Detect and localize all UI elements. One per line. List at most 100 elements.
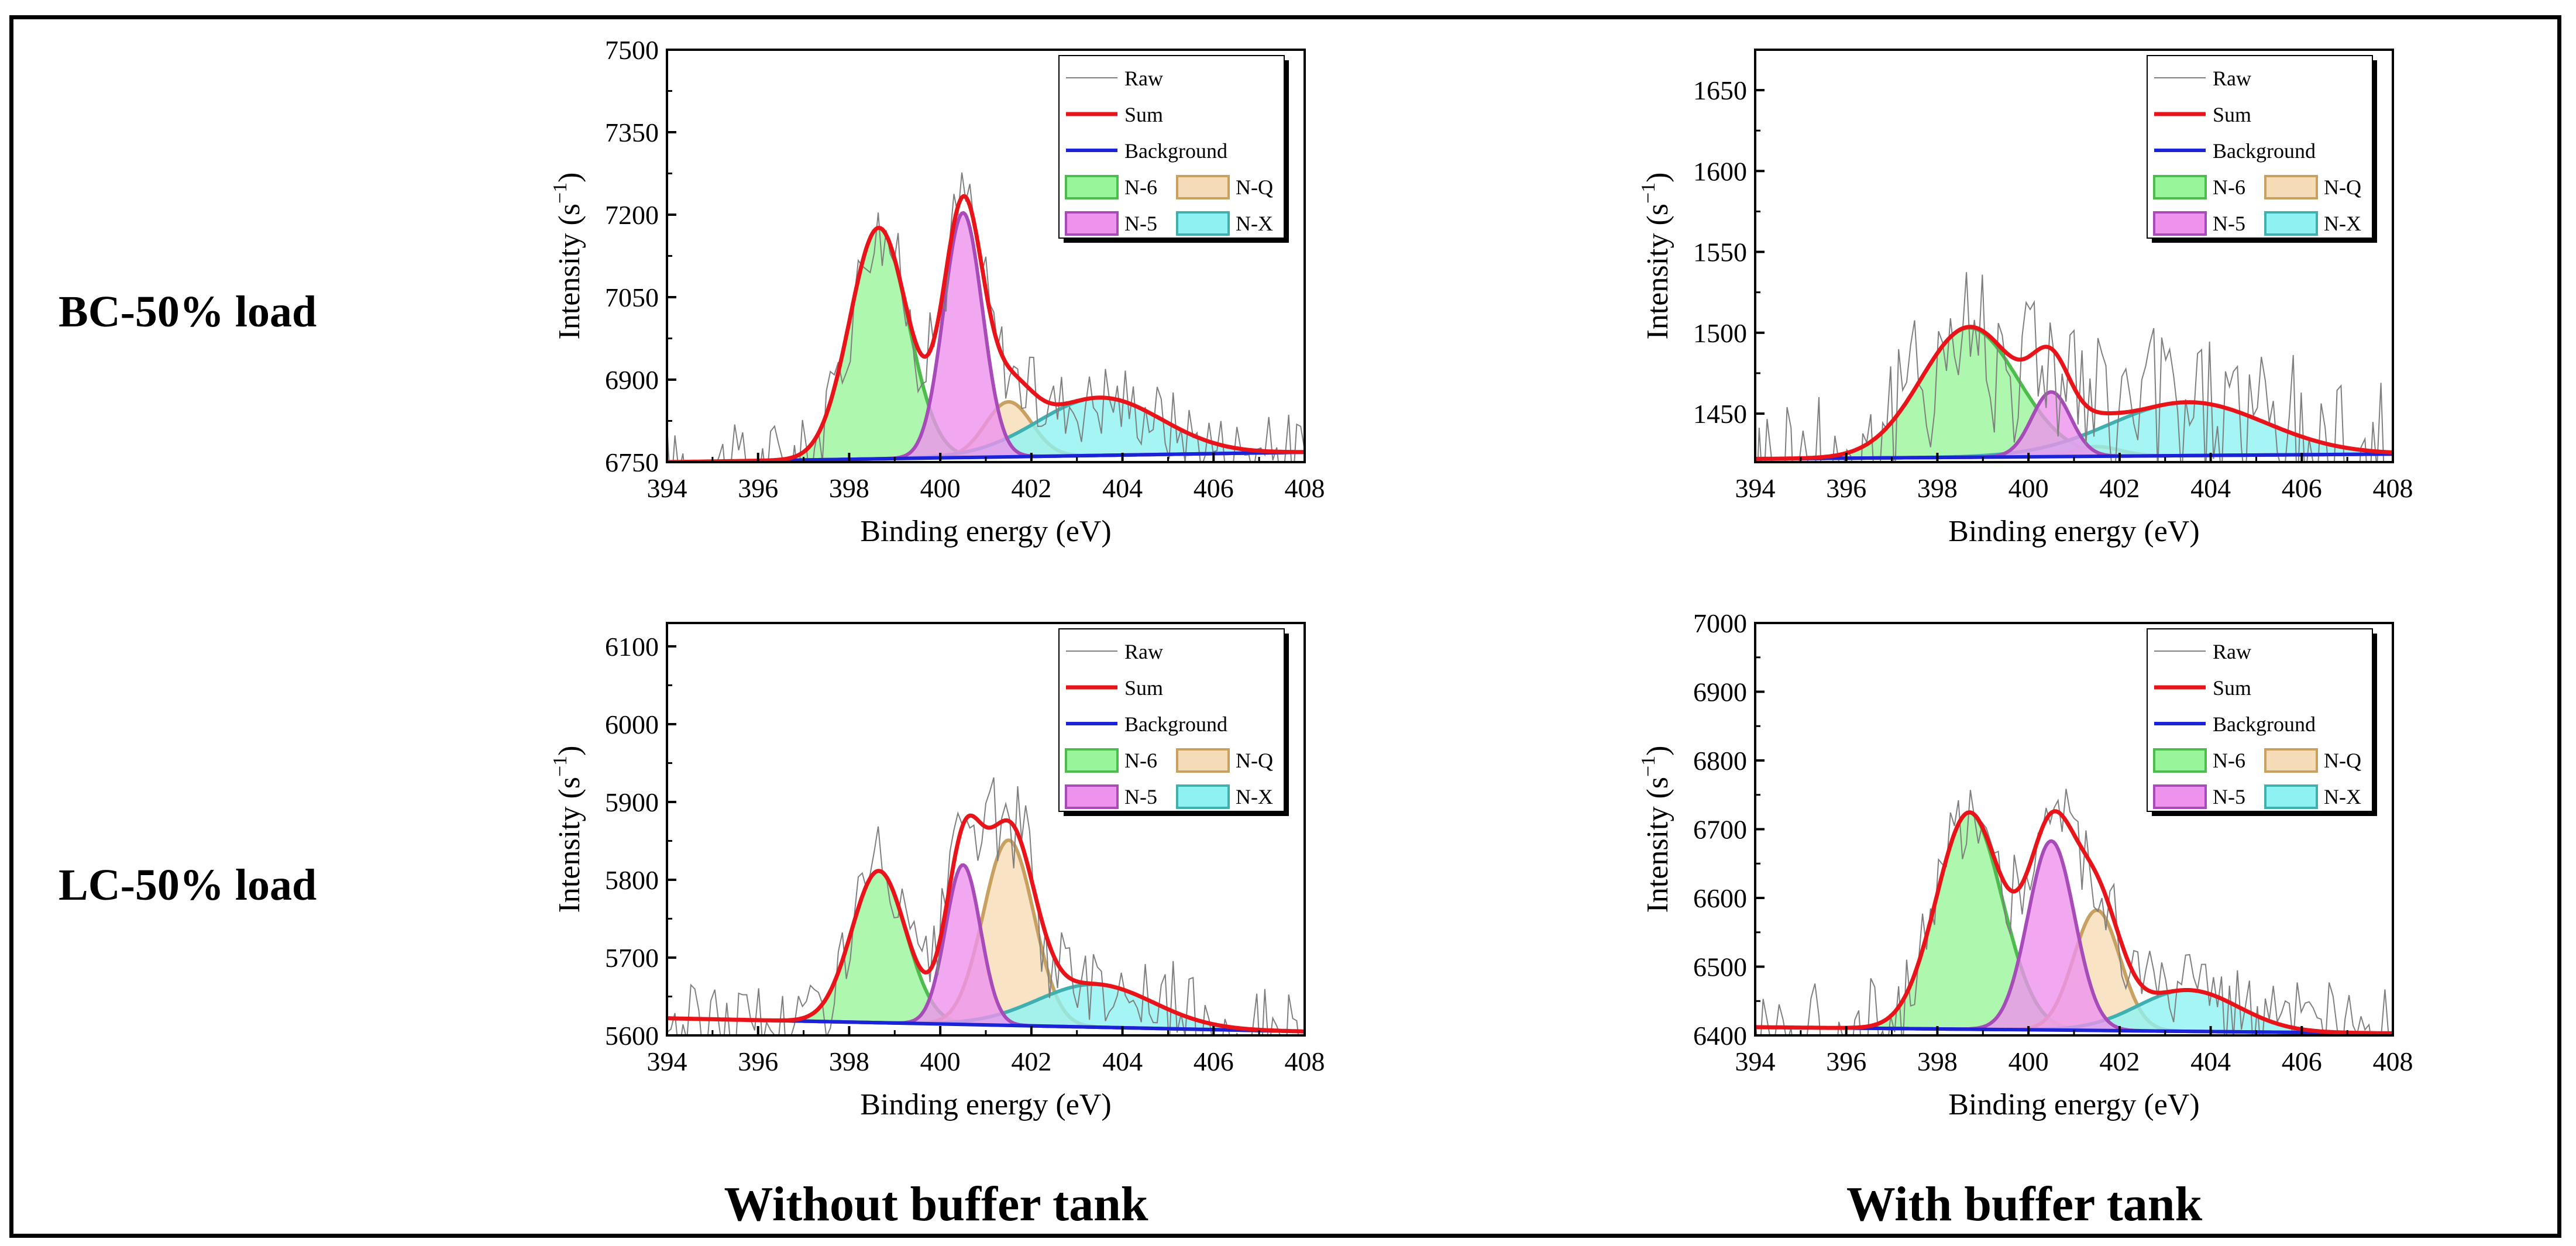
x-tick-label: 394 [1735,473,1776,503]
peak-nx-area [667,397,1305,462]
peak-n5-area [1755,841,2393,1034]
legend-nq-label: N-Q [2324,749,2361,772]
legend-sum-label: Sum [2213,676,2251,700]
y-tick-label: 1450 [1693,399,1747,429]
legend-n6-swatch [2153,175,2207,199]
y-tick-label: 7500 [605,35,659,65]
x-axis-label: Binding energy (eV) [1948,515,2199,548]
x-tick-label: 394 [647,1047,687,1076]
legend-nq-swatch [2264,175,2318,199]
x-tick-label: 398 [1917,473,1958,503]
x-tick-label: 404 [1102,1047,1143,1076]
y-tick-label: 6000 [605,710,659,739]
legend-background-label: Background [1124,713,1227,736]
y-tick-label: 7000 [1693,608,1747,638]
y-tick-label: 5700 [605,943,659,973]
y-tick-label: 6750 [605,448,659,477]
y-tick-label: 6600 [1693,883,1747,913]
row-label-lc: LC-50% load [59,861,317,910]
sum-series [1755,809,2393,1035]
legend-nq-swatch [1176,175,1230,199]
legend-nx-swatch [2264,211,2318,236]
x-tick-label: 396 [1826,1047,1866,1076]
y-tick-label: 5600 [605,1021,659,1051]
x-tick-label: 396 [738,1047,778,1076]
legend-background-label: Background [1124,139,1227,163]
y-tick-label: 7200 [605,200,659,230]
legend-nx-label: N-X [1236,212,1273,235]
legend-nx-swatch [1176,211,1230,236]
raw-series [667,777,1299,1035]
legend-sum-label: Sum [2213,103,2251,126]
xps-chart-bc-with-buffer: 394 396 398 400 402 404 406 408 1450 1500 1550 1600… [1638,49,2413,548]
sum-series [1755,325,2393,461]
xps-chart-lc-without-buffer: 394 396 398 400 402 404 406 408 5600 5700 5800 5900… [549,622,1325,1121]
legend-nx-label: N-X [2324,212,2361,235]
x-axis-label: Binding energy (eV) [860,515,1111,548]
y-tick-label: 6800 [1693,746,1747,776]
legend-background-label: Background [2213,139,2316,163]
x-tick-label: 406 [1194,1047,1234,1076]
x-tick-label: 406 [2282,1047,2322,1076]
background-series [1755,452,2393,461]
legend-box [2147,628,2373,812]
legend-background-label: Background [2213,713,2316,736]
x-tick-label: 398 [1917,1047,1958,1076]
x-tick-label: 394 [647,473,687,503]
legend-nx-label: N-X [2324,785,2361,808]
legend-nx-swatch [1176,784,1230,809]
x-axis-label: Binding energy (eV) [1948,1088,2199,1121]
legend-n5-swatch [2153,211,2207,236]
x-tick-label: 406 [1194,473,1234,503]
y-axis-label: Intensity (s−1) [549,745,586,913]
column-label-without-buffer: Without buffer tank [724,1177,1148,1231]
x-tick-label: 398 [829,473,869,503]
legend-nq-swatch [2264,748,2318,773]
y-axis-label: Intensity (s−1) [1638,172,1674,339]
legend-box [1058,55,1285,239]
legend-raw-label: Raw [1124,640,1163,663]
legend-n6-label: N-6 [2213,749,2245,772]
x-tick-label: 408 [2373,473,2413,503]
legend-n6-label: N-6 [2213,175,2245,199]
x-tick-label: 408 [1285,473,1325,503]
legend-box [1058,628,1285,812]
y-tick-label: 6100 [605,632,659,662]
x-tick-label: 402 [2099,473,2140,503]
xps-chart-bc-without-buffer: 394 396 398 400 402 404 406 408 6750 6900 7050 7200… [549,35,1325,548]
y-tick-label: 6500 [1693,952,1747,982]
legend-n5-swatch [1065,211,1119,236]
x-tick-label: 408 [2373,1047,2413,1076]
y-tick-label: 6900 [605,365,659,395]
x-tick-label: 400 [2008,473,2049,503]
x-tick-label: 404 [2190,1047,2231,1076]
y-axis-label: Intensity (s−1) [1638,745,1674,913]
legend-sum-label: Sum [1124,103,1163,126]
x-tick-label: 400 [920,1047,961,1076]
legend-n5-swatch [2153,784,2207,809]
x-tick-label: 398 [829,1047,869,1076]
legend-n5-label: N-5 [2213,212,2245,235]
y-tick-label: 6900 [1693,677,1747,707]
y-tick-label: 6400 [1693,1021,1747,1051]
legend-box [2147,55,2373,239]
y-tick-label: 5800 [605,865,659,895]
x-tick-label: 402 [2099,1047,2140,1076]
x-tick-label: 400 [2008,1047,2049,1076]
sum-series [667,194,1305,462]
legend-n6-label: N-6 [1124,175,1157,199]
legend-n6-swatch [2153,748,2207,773]
x-tick-label: 408 [1285,1047,1325,1076]
y-tick-label: 1650 [1693,75,1747,105]
legend-raw-label: Raw [1124,67,1163,90]
x-axis-label: Binding energy (eV) [860,1088,1111,1121]
column-label-with-buffer: With buffer tank [1846,1177,2203,1231]
legend-nq-label: N-Q [1236,175,1273,199]
peak-nq-area [667,840,1305,1032]
legend-n5-label: N-5 [1124,212,1157,235]
peak-nx-area [667,984,1305,1032]
xps-chart-lc-with-buffer: 394 396 398 400 402 404 406 408 6400 6500 6600 6700… [1638,608,2413,1121]
legend-n5-swatch [1065,784,1119,809]
x-tick-label: 402 [1011,1047,1051,1076]
raw-series [1755,789,2389,1035]
